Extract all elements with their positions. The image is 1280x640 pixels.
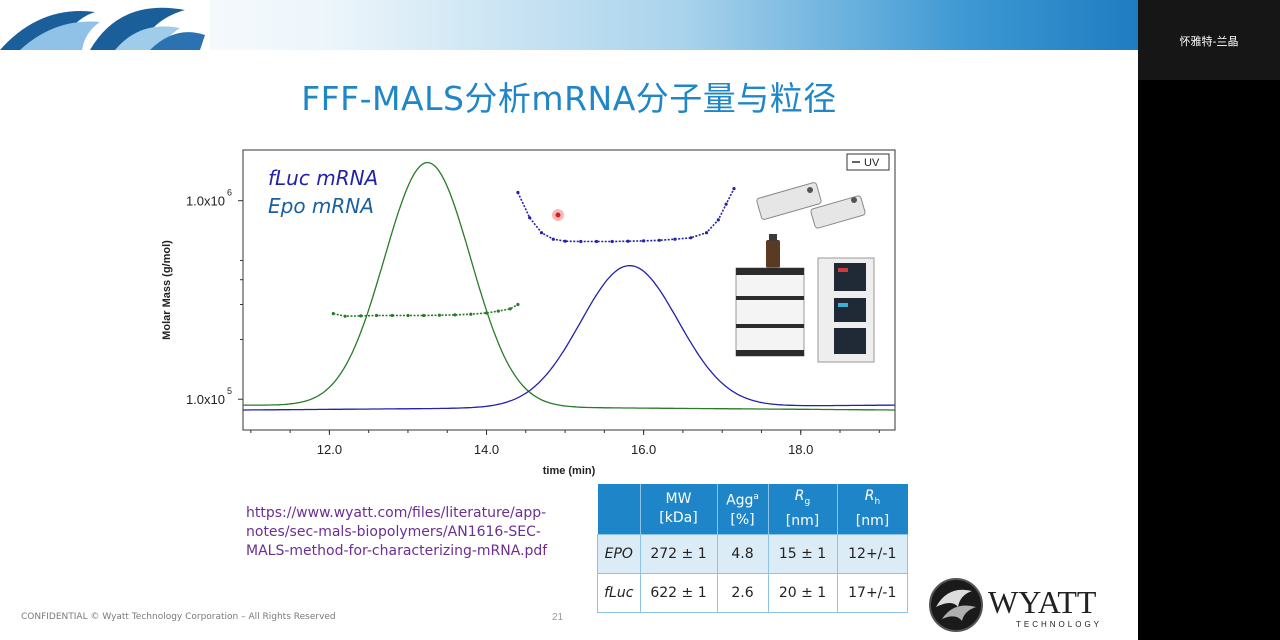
molar-mass-point (516, 302, 520, 307)
molar-mass-point (516, 190, 520, 195)
table-row: EPO 272 ± 1 4.8 15 ± 1 12+/-1 (597, 534, 908, 574)
molar-mass-point (579, 239, 583, 244)
table-header-mw: MW [kDa] (640, 484, 718, 535)
table-header-rg: Rg [nm] (768, 484, 838, 535)
molar-mass-point (657, 238, 661, 242)
x-tick-label: 18.0 (788, 442, 813, 457)
results-table: MW [kDa] Agga [%] Rg [nm] Rh [nm] EPO 272 ± … (597, 484, 908, 613)
cell-rh: 17+/-1 (836, 573, 908, 613)
reference-link-line: notes/sec-mals-biopolymers/AN1616-SEC- (246, 524, 541, 540)
molar-mass-point (610, 239, 614, 244)
y-tick-label: 1.0x10 (186, 194, 225, 209)
cursor-dot-icon (555, 212, 561, 218)
molar-mass-point (704, 231, 709, 235)
molar-mass-point (551, 237, 555, 241)
molar-mass-point (508, 307, 512, 311)
molar-mass-point (642, 239, 646, 243)
y-tick-exponent: 5 (227, 386, 232, 396)
molar-mass-point (689, 236, 693, 240)
molar-mass-point (469, 312, 473, 316)
reference-link[interactable]: https://www.wyatt.com/files/literature/a… (246, 504, 566, 561)
molar-mass-point (626, 239, 630, 243)
logo-tagline: TECHNOLOGY (1016, 620, 1102, 629)
molar-mass-point (359, 314, 363, 318)
molar-mass-point (406, 313, 410, 318)
reference-link-line: https://www.wyatt.com/files/literature/a… (246, 505, 547, 521)
cell-agg: 2.6 (716, 573, 769, 613)
header-banner (0, 0, 1138, 50)
y-tick-label: 1.0x10 (186, 392, 225, 407)
cell-rh: 12+/-1 (836, 534, 908, 574)
participant-name: 怀雅特-兰晶 (1179, 35, 1239, 48)
cell-mw: 622 ± 1 (639, 573, 718, 613)
row-label: fLuc (597, 573, 641, 613)
molar-mass-point (732, 187, 736, 191)
molar-mass-point (528, 216, 532, 220)
molar-mass-point (331, 312, 335, 316)
wyatt-swirl-logo-icon (0, 0, 210, 50)
molar-mass-point (343, 314, 347, 318)
molar-mass-point (716, 218, 720, 222)
molar-mass-point (437, 313, 441, 317)
confidential-footer: CONFIDENTIAL © Wyatt Technology Corporat… (21, 612, 336, 622)
wyatt-logo: WYATT TECHNOLOGY (929, 578, 1102, 632)
uv-trace-line (243, 264, 895, 411)
table-header-agg: Agga [%] (717, 484, 769, 535)
participant-tile[interactable]: 怀雅特-兰晶 (1138, 0, 1280, 80)
row-label: EPO (597, 534, 641, 574)
legend-box (846, 153, 890, 171)
fff-mals-instrument-icon (735, 182, 875, 363)
molar-mass-point (422, 313, 426, 318)
logo-wordmark: WYATT (988, 584, 1097, 620)
molar-mass-point (673, 237, 677, 241)
slide-title: FFF-MALS分析mRNA分子量与粒径 (301, 79, 837, 118)
molar-mass-trace (333, 303, 519, 318)
y-tick-exponent: 6 (227, 188, 232, 198)
annotation-epo: Epo mRNA (268, 194, 374, 218)
uv-trace-line (243, 161, 895, 411)
y-axis-label: Molar Mass (g/mol) (161, 240, 173, 340)
presentation-slide: FFF-MALS分析mRNA分子量与粒径 12.0 14.0 16.0 18.0 1.0… (0, 0, 1138, 632)
molar-mass-point (390, 313, 394, 318)
meeting-side-panel: 怀雅特-兰晶 (1138, 0, 1280, 640)
reference-link-line: MALS-method-for-characterizing-mRNA.pdf (246, 543, 548, 559)
table-header-row: MW [kDa] Agga [%] Rg [nm] Rh [nm] (597, 484, 908, 535)
x-tick-label: 14.0 (474, 442, 499, 457)
cell-agg: 4.8 (716, 534, 769, 574)
page-number: 21 (552, 612, 564, 623)
cell-mw: 272 ± 1 (639, 534, 718, 574)
molar-mass-point (453, 313, 457, 317)
molar-mass-point (563, 239, 567, 243)
annotation-fluc: fLuc mRNA (268, 166, 378, 190)
molar-mass-point (724, 202, 728, 206)
x-tick-label: 12.0 (317, 442, 342, 457)
table-row: fLuc 622 ± 1 2.6 20 ± 1 17+/-1 (597, 573, 908, 613)
molar-mass-point (539, 231, 544, 235)
cell-rg: 20 ± 1 (767, 573, 838, 613)
x-axis-label: time (min) (543, 465, 596, 477)
molar-mass-point (484, 311, 489, 315)
legend-label: UV (864, 157, 880, 169)
molar-mass-point (496, 309, 500, 313)
cell-rg: 15 ± 1 (767, 534, 838, 574)
x-tick-label: 16.0 (631, 442, 656, 457)
table-header-empty (597, 484, 641, 535)
molar-mass-point (374, 313, 379, 318)
molar-mass-point (594, 239, 599, 244)
table-header-rh: Rh [nm] (837, 484, 908, 535)
